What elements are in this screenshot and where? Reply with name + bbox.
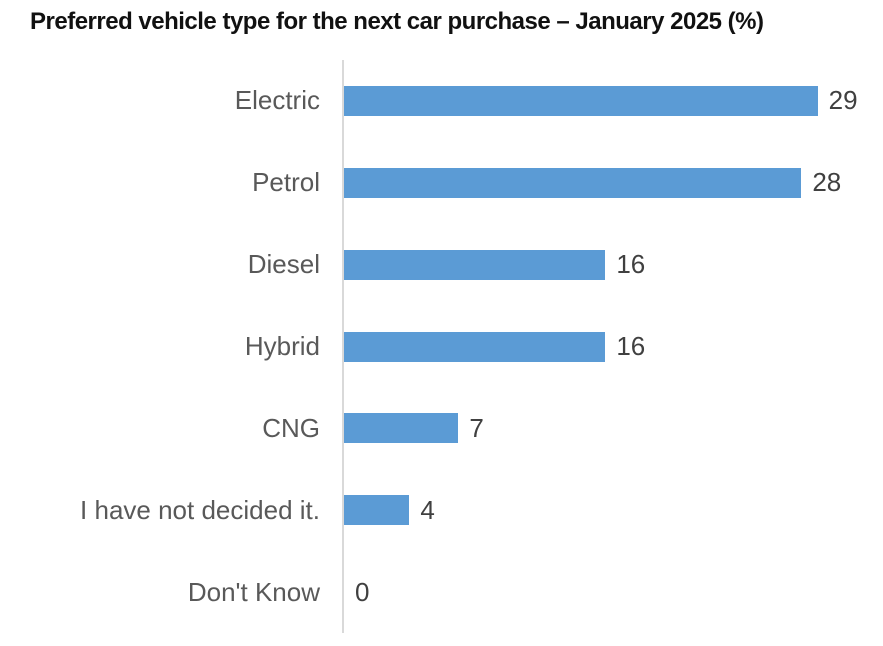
bar-area: 29 [344,60,883,142]
value-label: 16 [616,331,646,361]
bar-row: Don't Know 0 [0,551,883,633]
bar [344,249,606,280]
value-label: 7 [469,412,484,443]
value-label: 28 [812,167,842,198]
bar [344,85,818,116]
category-label: Don't Know [187,576,320,607]
bar-rows: Electric 29 Petrol 28 Diesel 16 Hybrid 1… [0,60,883,633]
bar-row: I have not decided it. 4 [0,469,883,551]
value-label: 0 [355,576,370,607]
category-label: I have not decided it. [80,494,320,525]
category-label: Diesel [247,249,320,280]
bar [344,167,802,198]
chart-title: Preferred vehicle type for the next car … [30,8,764,35]
category-label: Petrol [252,167,320,198]
bar [344,331,606,362]
category-label: Electric [234,85,320,116]
bar-row: Hybrid 16 [0,306,883,388]
value-label: 29 [828,85,858,116]
bar-row: Petrol 28 [0,142,883,224]
bar [344,495,410,526]
bar-area: 0 [344,551,883,633]
bar-area: 16 [344,306,883,388]
bar-row: Diesel 16 [0,224,883,306]
category-label: CNG [262,412,320,443]
category-label: Hybrid [244,331,320,361]
bar-area: 4 [344,469,883,551]
value-label: 16 [616,249,646,280]
bar-area: 16 [344,224,883,306]
bar-row: CNG 7 [0,387,883,469]
bar-area: 28 [344,142,883,224]
bar-area: 7 [344,387,883,469]
value-label: 4 [420,494,435,525]
y-axis-line [342,60,344,633]
bar-row: Electric 29 [0,60,883,142]
bar-chart: Electric 29 Petrol 28 Diesel 16 Hybrid 1… [0,60,883,633]
bar [344,413,459,444]
